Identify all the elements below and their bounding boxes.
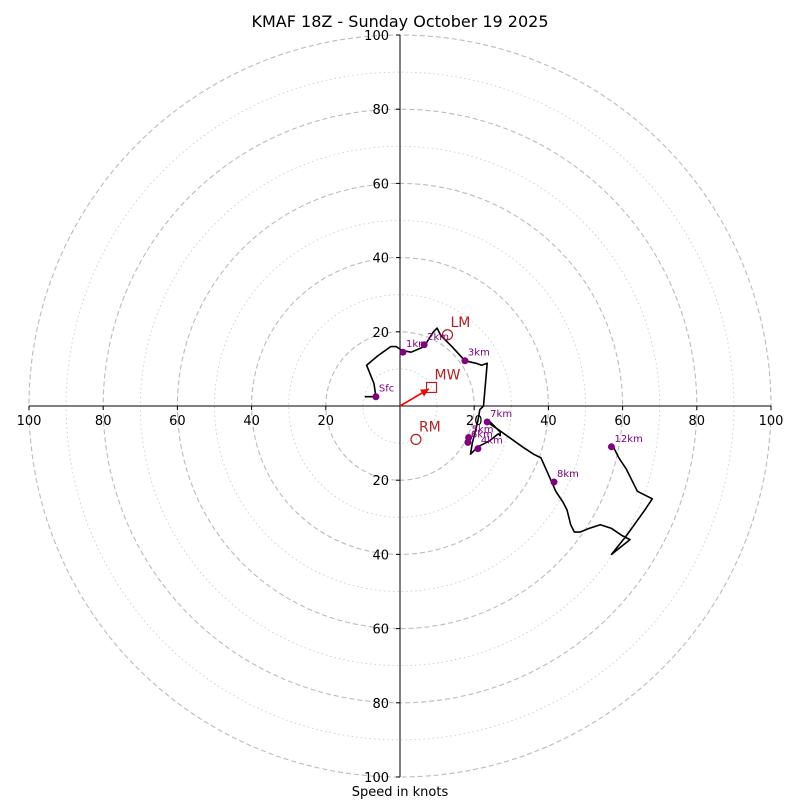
height-label-8km: 8km [557, 469, 579, 480]
height-marker-4km [474, 445, 482, 453]
y-tick-label: 80 [372, 103, 389, 118]
storm-motion-marker-mw [425, 381, 438, 394]
y-tick-label: 60 [372, 623, 389, 638]
y-tick-label: 100 [364, 29, 389, 44]
height-marker-3km [461, 357, 469, 365]
hodograph-trace-line [364, 327, 654, 556]
x-tick-label: 40 [540, 414, 557, 429]
height-label-sfc: Sfc [379, 384, 394, 395]
y-tick-label: 60 [372, 177, 389, 192]
storm-motion-label-rm: RM [419, 419, 441, 435]
x-tick-label: 60 [614, 414, 631, 429]
y-tick-label: 100 [364, 771, 389, 786]
x-tick-label: 80 [689, 414, 706, 429]
height-label-5km: 5km [472, 425, 494, 436]
x-tick-label: 60 [169, 414, 186, 429]
height-label-7km: 7km [490, 409, 512, 420]
storm-motion-label-lm: LM [450, 315, 470, 331]
x-tick-label: 100 [17, 414, 42, 429]
y-tick-label: 40 [372, 548, 389, 563]
height-marker-7km [483, 418, 491, 426]
height-label-3km: 3km [468, 348, 490, 359]
y-tick-label: 80 [372, 697, 389, 712]
height-label-4km: 4km [481, 436, 503, 447]
height-marker-2km [420, 341, 428, 349]
x-tick-label: 40 [243, 414, 260, 429]
height-marker-8km [550, 478, 558, 486]
x-axis-label: Speed in knots [352, 785, 449, 800]
storm-motion-marker-lm [441, 329, 454, 341]
y-tick-label: 20 [372, 474, 389, 489]
height-marker-12km [607, 443, 615, 451]
height-marker-sfc [372, 393, 380, 401]
storm-motion-label-mw: MW [435, 367, 461, 383]
storm-motion-marker-rm [410, 433, 422, 445]
height-marker-6km [464, 438, 472, 446]
x-tick-label: 100 [759, 414, 784, 429]
chart-title: KMAF 18Z - Sunday October 19 2025 [251, 12, 548, 31]
height-label-1km: 1km [406, 339, 428, 350]
y-tick-label: 20 [372, 326, 389, 341]
height-label-6km: 6km [471, 429, 493, 440]
height-label-2km: 2km [427, 332, 449, 343]
height-label-12km: 12km [614, 434, 642, 445]
y-tick-label: 40 [372, 252, 389, 267]
x-tick-label: 20 [318, 414, 335, 429]
x-tick-label: 80 [95, 414, 112, 429]
height-marker-1km [399, 348, 407, 356]
